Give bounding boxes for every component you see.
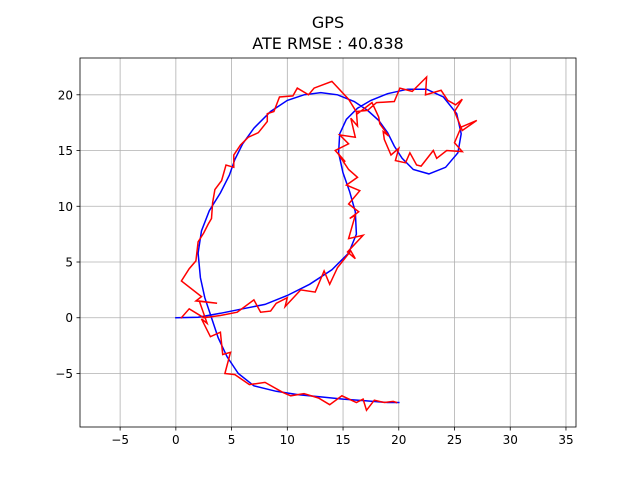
ground-truth-trajectory-line [175,88,462,404]
chart-title: GPS [312,13,344,32]
y-tick-label: 15 [58,144,73,158]
x-tick-label: 5 [228,433,236,447]
x-tick-label: 15 [335,433,350,447]
gps-trajectory-line [180,75,478,412]
x-tick-label: −5 [111,433,129,447]
x-tick-label: 10 [280,433,295,447]
grid-lines [80,58,576,427]
x-tick-label: 0 [172,433,180,447]
x-tick-label: 20 [391,433,406,447]
axes-frame [79,57,577,428]
x-axis-ticks: −5 0 5 10 15 20 25 30 35 [111,427,574,447]
plot-series [175,75,478,412]
chart-subtitle: ATE RMSE : 40.838 [252,34,403,53]
x-tick-label: 30 [503,433,518,447]
y-tick-label: 0 [65,311,73,325]
x-tick-label: 25 [447,433,462,447]
y-tick-label: 5 [65,256,73,270]
y-axis-ticks: −5 0 5 10 15 20 [55,88,80,381]
x-tick-label: 35 [558,433,573,447]
y-tick-label: −5 [55,367,73,381]
y-tick-label: 20 [58,88,73,102]
y-tick-label: 10 [58,200,73,214]
